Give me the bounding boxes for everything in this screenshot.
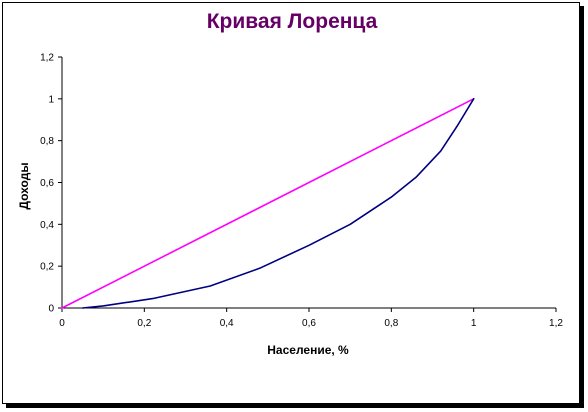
lorenz-curve [81,98,475,309]
y-axis-label: Доходы [17,162,31,209]
x-tick-label: 0,2 [137,318,151,329]
x-tick-label: 1,2 [549,318,563,329]
y-tick-label: 0,6 [40,178,54,189]
chart-title: Кривая Лоренца [207,10,378,33]
x-tick-label: 0,8 [384,318,398,329]
x-tick-label: 1 [471,318,477,329]
tick-labels: 0 0,2 0,4 0,6 0,8 1 1,2 0 0,2 0,4 0,6 0,8 1 1,2 [40,53,563,330]
y-tick-label: 0 [48,304,54,315]
x-axis-label: Население, % [267,343,349,357]
series-layer [61,98,475,309]
equality-line [61,98,475,309]
y-tick-label: 0,8 [40,136,54,147]
y-tick-label: 1,2 [40,53,54,64]
x-tick-label: 0,6 [302,318,316,329]
x-tick-label: 0,4 [220,318,234,329]
y-tick-label: 0,2 [40,262,54,273]
y-tick-label: 1 [48,94,54,105]
x-tick-label: 0 [59,318,65,329]
chart-frame [2,2,580,404]
y-tick-label: 0,4 [40,220,54,231]
